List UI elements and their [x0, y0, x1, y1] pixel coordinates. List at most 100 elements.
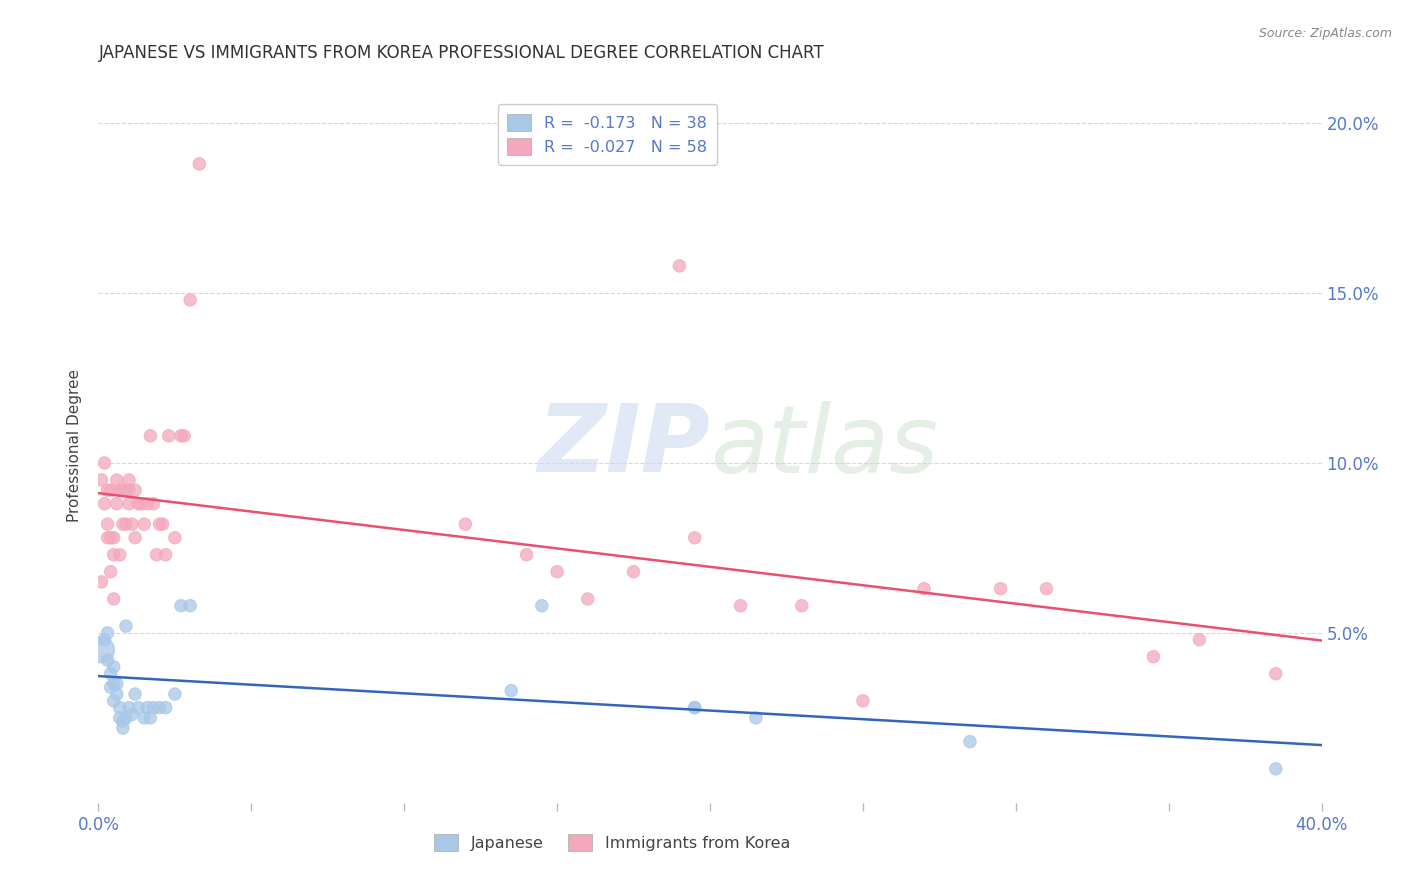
- Point: [115, 517, 138, 532]
- Point: [124, 483, 146, 498]
- Point: [111, 483, 134, 498]
- Point: [129, 497, 152, 511]
- Point: [1264, 762, 1286, 776]
- Point: [1264, 666, 1286, 681]
- Point: [105, 497, 128, 511]
- Point: [118, 700, 141, 714]
- Point: [108, 700, 131, 714]
- Point: [179, 599, 201, 613]
- Point: [124, 687, 146, 701]
- Point: [118, 473, 141, 487]
- Text: atlas: atlas: [710, 401, 938, 491]
- Point: [108, 711, 131, 725]
- Point: [136, 497, 159, 511]
- Point: [105, 687, 128, 701]
- Point: [124, 531, 146, 545]
- Point: [852, 694, 875, 708]
- Point: [105, 473, 128, 487]
- Point: [1188, 632, 1211, 647]
- Text: JAPANESE VS IMMIGRANTS FROM KOREA PROFESSIONAL DEGREE CORRELATION CHART: JAPANESE VS IMMIGRANTS FROM KOREA PROFES…: [98, 45, 824, 62]
- Text: Source: ZipAtlas.com: Source: ZipAtlas.com: [1258, 27, 1392, 40]
- Point: [121, 517, 143, 532]
- Point: [90, 473, 112, 487]
- Point: [516, 548, 538, 562]
- Point: [100, 483, 122, 498]
- Point: [1035, 582, 1057, 596]
- Point: [546, 565, 568, 579]
- Point: [188, 157, 211, 171]
- Point: [115, 483, 138, 498]
- Point: [97, 483, 120, 498]
- Point: [97, 626, 120, 640]
- Point: [1142, 649, 1164, 664]
- Point: [173, 429, 195, 443]
- Point: [115, 619, 138, 633]
- Point: [100, 565, 122, 579]
- Point: [959, 734, 981, 748]
- Text: ZIP: ZIP: [537, 400, 710, 492]
- Point: [683, 700, 706, 714]
- Point: [103, 660, 125, 674]
- Point: [145, 548, 167, 562]
- Point: [576, 591, 599, 606]
- Point: [127, 497, 149, 511]
- Point: [90, 574, 112, 589]
- Point: [668, 259, 690, 273]
- Point: [912, 582, 935, 596]
- Point: [990, 582, 1012, 596]
- Point: [108, 483, 131, 498]
- Point: [139, 711, 162, 725]
- Point: [111, 517, 134, 532]
- Point: [149, 700, 172, 714]
- Point: [149, 517, 172, 532]
- Point: [134, 711, 156, 725]
- Point: [142, 700, 165, 714]
- Point: [97, 531, 120, 545]
- Point: [103, 677, 125, 691]
- Point: [115, 711, 138, 725]
- Point: [501, 683, 523, 698]
- Point: [745, 711, 768, 725]
- Point: [105, 677, 128, 691]
- Point: [790, 599, 813, 613]
- Point: [170, 429, 193, 443]
- Point: [170, 599, 193, 613]
- Point: [97, 517, 120, 532]
- Point: [683, 531, 706, 545]
- Point: [121, 707, 143, 722]
- Point: [111, 714, 134, 729]
- Point: [90, 643, 112, 657]
- Point: [103, 531, 125, 545]
- Point: [530, 599, 553, 613]
- Point: [103, 694, 125, 708]
- Point: [136, 700, 159, 714]
- Point: [142, 497, 165, 511]
- Point: [134, 517, 156, 532]
- Point: [93, 632, 115, 647]
- Point: [683, 700, 706, 714]
- Point: [179, 293, 201, 307]
- Point: [93, 456, 115, 470]
- Legend: Japanese, Immigrants from Korea: Japanese, Immigrants from Korea: [426, 826, 799, 859]
- Point: [163, 531, 186, 545]
- Point: [139, 429, 162, 443]
- Point: [454, 517, 477, 532]
- Y-axis label: Professional Degree: Professional Degree: [67, 369, 83, 523]
- Point: [730, 599, 752, 613]
- Point: [127, 700, 149, 714]
- Point: [118, 483, 141, 498]
- Point: [118, 497, 141, 511]
- Point: [93, 497, 115, 511]
- Point: [100, 531, 122, 545]
- Point: [100, 666, 122, 681]
- Point: [108, 548, 131, 562]
- Point: [103, 548, 125, 562]
- Point: [623, 565, 645, 579]
- Point: [100, 680, 122, 694]
- Point: [155, 548, 177, 562]
- Point: [111, 721, 134, 735]
- Point: [152, 517, 174, 532]
- Point: [155, 700, 177, 714]
- Point: [157, 429, 180, 443]
- Point: [97, 653, 120, 667]
